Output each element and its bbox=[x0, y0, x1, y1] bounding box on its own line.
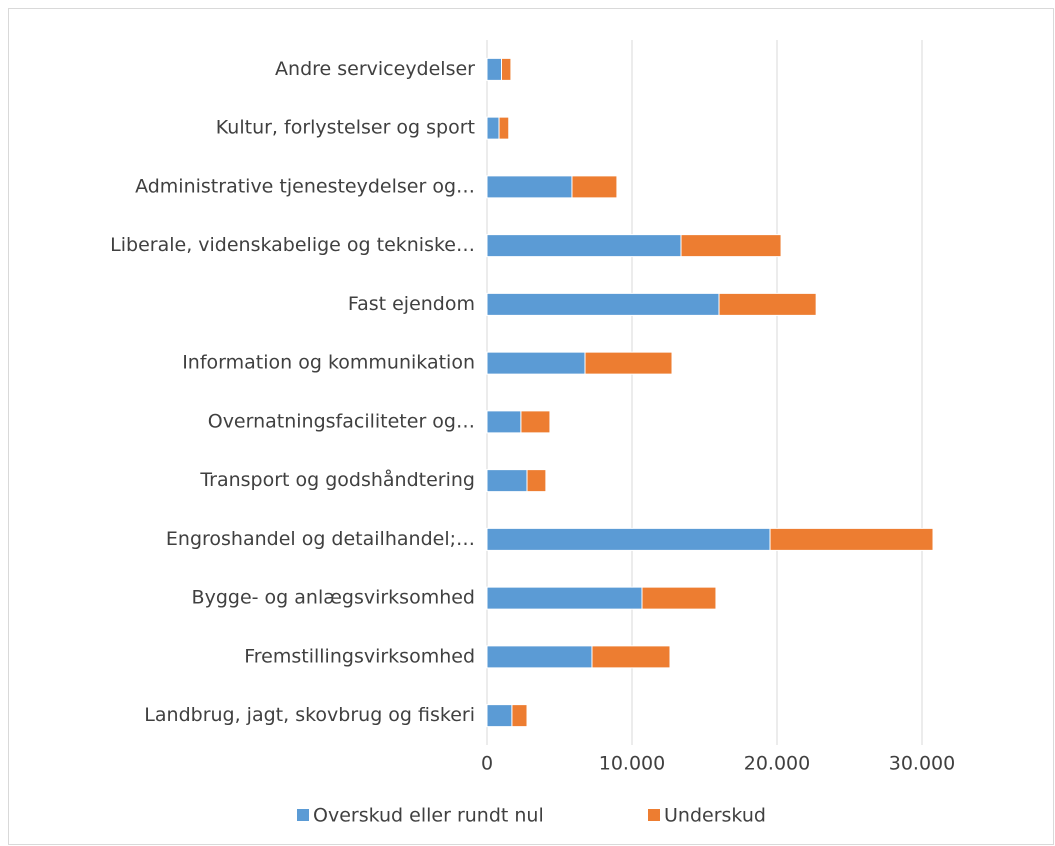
bar-segment bbox=[486, 116, 500, 140]
bar-segment bbox=[486, 292, 720, 316]
bar-segment bbox=[486, 57, 502, 81]
y-tick-label: Engroshandel og detailhandel;… bbox=[166, 528, 475, 550]
y-tick-label: Bygge- og anlægsvirksomhed bbox=[192, 587, 475, 609]
y-tick-label: Liberale, videnskabelige og tekniske… bbox=[110, 234, 475, 256]
x-tick-label: 10.000 bbox=[599, 753, 665, 775]
y-tick-label: Andre serviceydelser bbox=[275, 58, 475, 80]
bar-segment bbox=[486, 469, 528, 493]
legend-swatch bbox=[648, 809, 660, 821]
y-tick-label: Fremstillingsvirksomhed bbox=[244, 645, 475, 667]
bar-segment bbox=[769, 527, 934, 551]
bar-segment bbox=[486, 175, 573, 199]
y-tick-label: Information og kommunikation bbox=[182, 352, 475, 374]
legend-label: Underskud bbox=[664, 805, 766, 827]
bar-segment bbox=[486, 527, 771, 551]
bar-segment bbox=[584, 351, 673, 375]
chart-border bbox=[8, 8, 1054, 845]
y-tick-label: Kultur, forlystelser og sport bbox=[216, 117, 475, 139]
bar-segment bbox=[486, 351, 586, 375]
y-tick-label: Transport og godshåndtering bbox=[199, 468, 475, 491]
bar-segment bbox=[526, 469, 547, 493]
bar-segment bbox=[511, 704, 528, 728]
legend-swatch bbox=[297, 809, 309, 821]
bar-segment bbox=[680, 234, 782, 258]
y-tick-label: Landbrug, jagt, skovbrug og fiskeri bbox=[144, 704, 475, 726]
bar-segment bbox=[486, 586, 643, 610]
bar-segment bbox=[501, 57, 512, 81]
y-tick-label: Overnatningsfaciliteter og… bbox=[208, 410, 475, 432]
bar-segment bbox=[486, 645, 593, 669]
bar-segment bbox=[718, 292, 817, 316]
bar-segment bbox=[641, 586, 717, 610]
bar-segment bbox=[486, 410, 522, 434]
y-tick-label: Administrative tjenesteydelser og… bbox=[135, 175, 475, 197]
x-tick-label: 0 bbox=[481, 753, 493, 775]
y-tick-label: Fast ejendom bbox=[348, 293, 475, 315]
bar-segment bbox=[571, 175, 618, 199]
bar-segment bbox=[486, 234, 682, 258]
x-tick-label: 30.000 bbox=[889, 753, 955, 775]
x-tick-label: 20.000 bbox=[744, 753, 810, 775]
bar-segment bbox=[520, 410, 551, 434]
bar-segment bbox=[498, 116, 510, 140]
bar-segment bbox=[486, 704, 513, 728]
legend-label: Overskud eller rundt nul bbox=[313, 805, 544, 827]
bar-segment bbox=[591, 645, 671, 669]
